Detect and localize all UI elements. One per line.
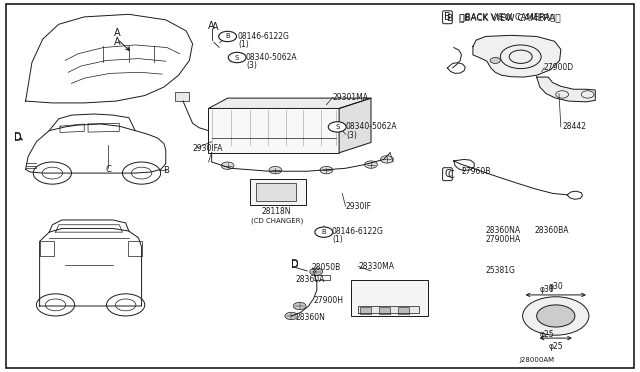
Text: 2930IFA: 2930IFA — [193, 144, 223, 153]
Bar — [40, 241, 54, 256]
Text: C: C — [106, 165, 111, 174]
Circle shape — [490, 58, 500, 63]
Bar — [360, 307, 371, 314]
Text: φ25: φ25 — [540, 330, 554, 339]
Bar — [397, 307, 409, 314]
Circle shape — [537, 305, 575, 327]
Text: 28360N: 28360N — [296, 312, 326, 321]
Text: A: A — [114, 37, 121, 47]
Text: 2930IF: 2930IF — [346, 202, 371, 211]
Text: 25381G: 25381G — [486, 266, 516, 275]
Text: A: A — [212, 22, 218, 32]
Text: 27900H: 27900H — [314, 296, 344, 305]
Text: 〈BACK VIEW CAMERA〉: 〈BACK VIEW CAMERA〉 — [460, 13, 556, 22]
Text: (1): (1) — [239, 41, 249, 49]
Text: S: S — [235, 55, 239, 61]
Polygon shape — [358, 306, 419, 313]
Text: A: A — [114, 28, 121, 38]
Text: 08340-5062A: 08340-5062A — [246, 53, 297, 62]
Text: 28442: 28442 — [562, 122, 586, 131]
Text: 08146-6122G: 08146-6122G — [332, 227, 383, 235]
Circle shape — [219, 31, 237, 42]
Circle shape — [285, 312, 298, 320]
Circle shape — [328, 122, 346, 132]
Text: 27900D: 27900D — [543, 63, 573, 72]
Text: 28050B: 28050B — [312, 263, 341, 272]
Bar — [209, 109, 339, 153]
Bar — [175, 92, 189, 101]
Text: C: C — [447, 170, 454, 180]
Text: (3): (3) — [347, 131, 358, 140]
Circle shape — [269, 166, 282, 174]
Text: S: S — [335, 124, 339, 130]
Text: 08340-5062A: 08340-5062A — [346, 122, 397, 131]
Circle shape — [293, 302, 306, 310]
Text: φ30: φ30 — [540, 285, 555, 294]
Text: 28360BA: 28360BA — [534, 226, 568, 235]
Polygon shape — [537, 77, 595, 102]
Circle shape — [320, 166, 333, 174]
Text: C: C — [444, 169, 451, 179]
Text: B: B — [225, 33, 230, 39]
Text: B: B — [163, 166, 169, 175]
Circle shape — [365, 161, 378, 168]
Text: D: D — [14, 132, 22, 142]
Text: 08146-6122G: 08146-6122G — [237, 32, 289, 41]
Text: 27900HA: 27900HA — [486, 235, 521, 244]
Bar — [256, 183, 296, 201]
Bar — [250, 179, 306, 205]
Text: (CD CHANGER): (CD CHANGER) — [250, 218, 303, 224]
Text: 28118N: 28118N — [262, 207, 291, 217]
Text: 28360NA: 28360NA — [486, 226, 521, 235]
Text: D: D — [291, 259, 298, 269]
Text: 29301MA: 29301MA — [333, 93, 369, 102]
Circle shape — [221, 162, 234, 169]
Text: J28000AM: J28000AM — [519, 356, 554, 363]
Polygon shape — [339, 98, 371, 153]
Text: (3): (3) — [246, 61, 257, 70]
Text: 28360A: 28360A — [296, 275, 325, 283]
Text: (1): (1) — [333, 235, 344, 244]
Text: φ30: φ30 — [548, 282, 563, 291]
Circle shape — [310, 268, 323, 275]
Circle shape — [523, 297, 589, 335]
Text: A: A — [209, 22, 215, 32]
Text: φ25: φ25 — [548, 342, 563, 351]
Bar — [379, 307, 390, 314]
Bar — [127, 241, 141, 256]
Text: B: B — [444, 12, 451, 22]
Circle shape — [381, 156, 394, 163]
Polygon shape — [473, 35, 561, 77]
Circle shape — [228, 52, 246, 62]
Text: 27960B: 27960B — [461, 167, 491, 176]
Bar — [351, 280, 428, 316]
Text: 28330MA: 28330MA — [358, 262, 394, 271]
Polygon shape — [209, 98, 371, 109]
Circle shape — [315, 227, 333, 237]
Text: D: D — [291, 260, 298, 270]
Text: B: B — [321, 229, 326, 235]
Text: D: D — [14, 133, 22, 143]
Text: B  〈BACK VIEW CAMERA〉: B 〈BACK VIEW CAMERA〉 — [447, 13, 561, 22]
